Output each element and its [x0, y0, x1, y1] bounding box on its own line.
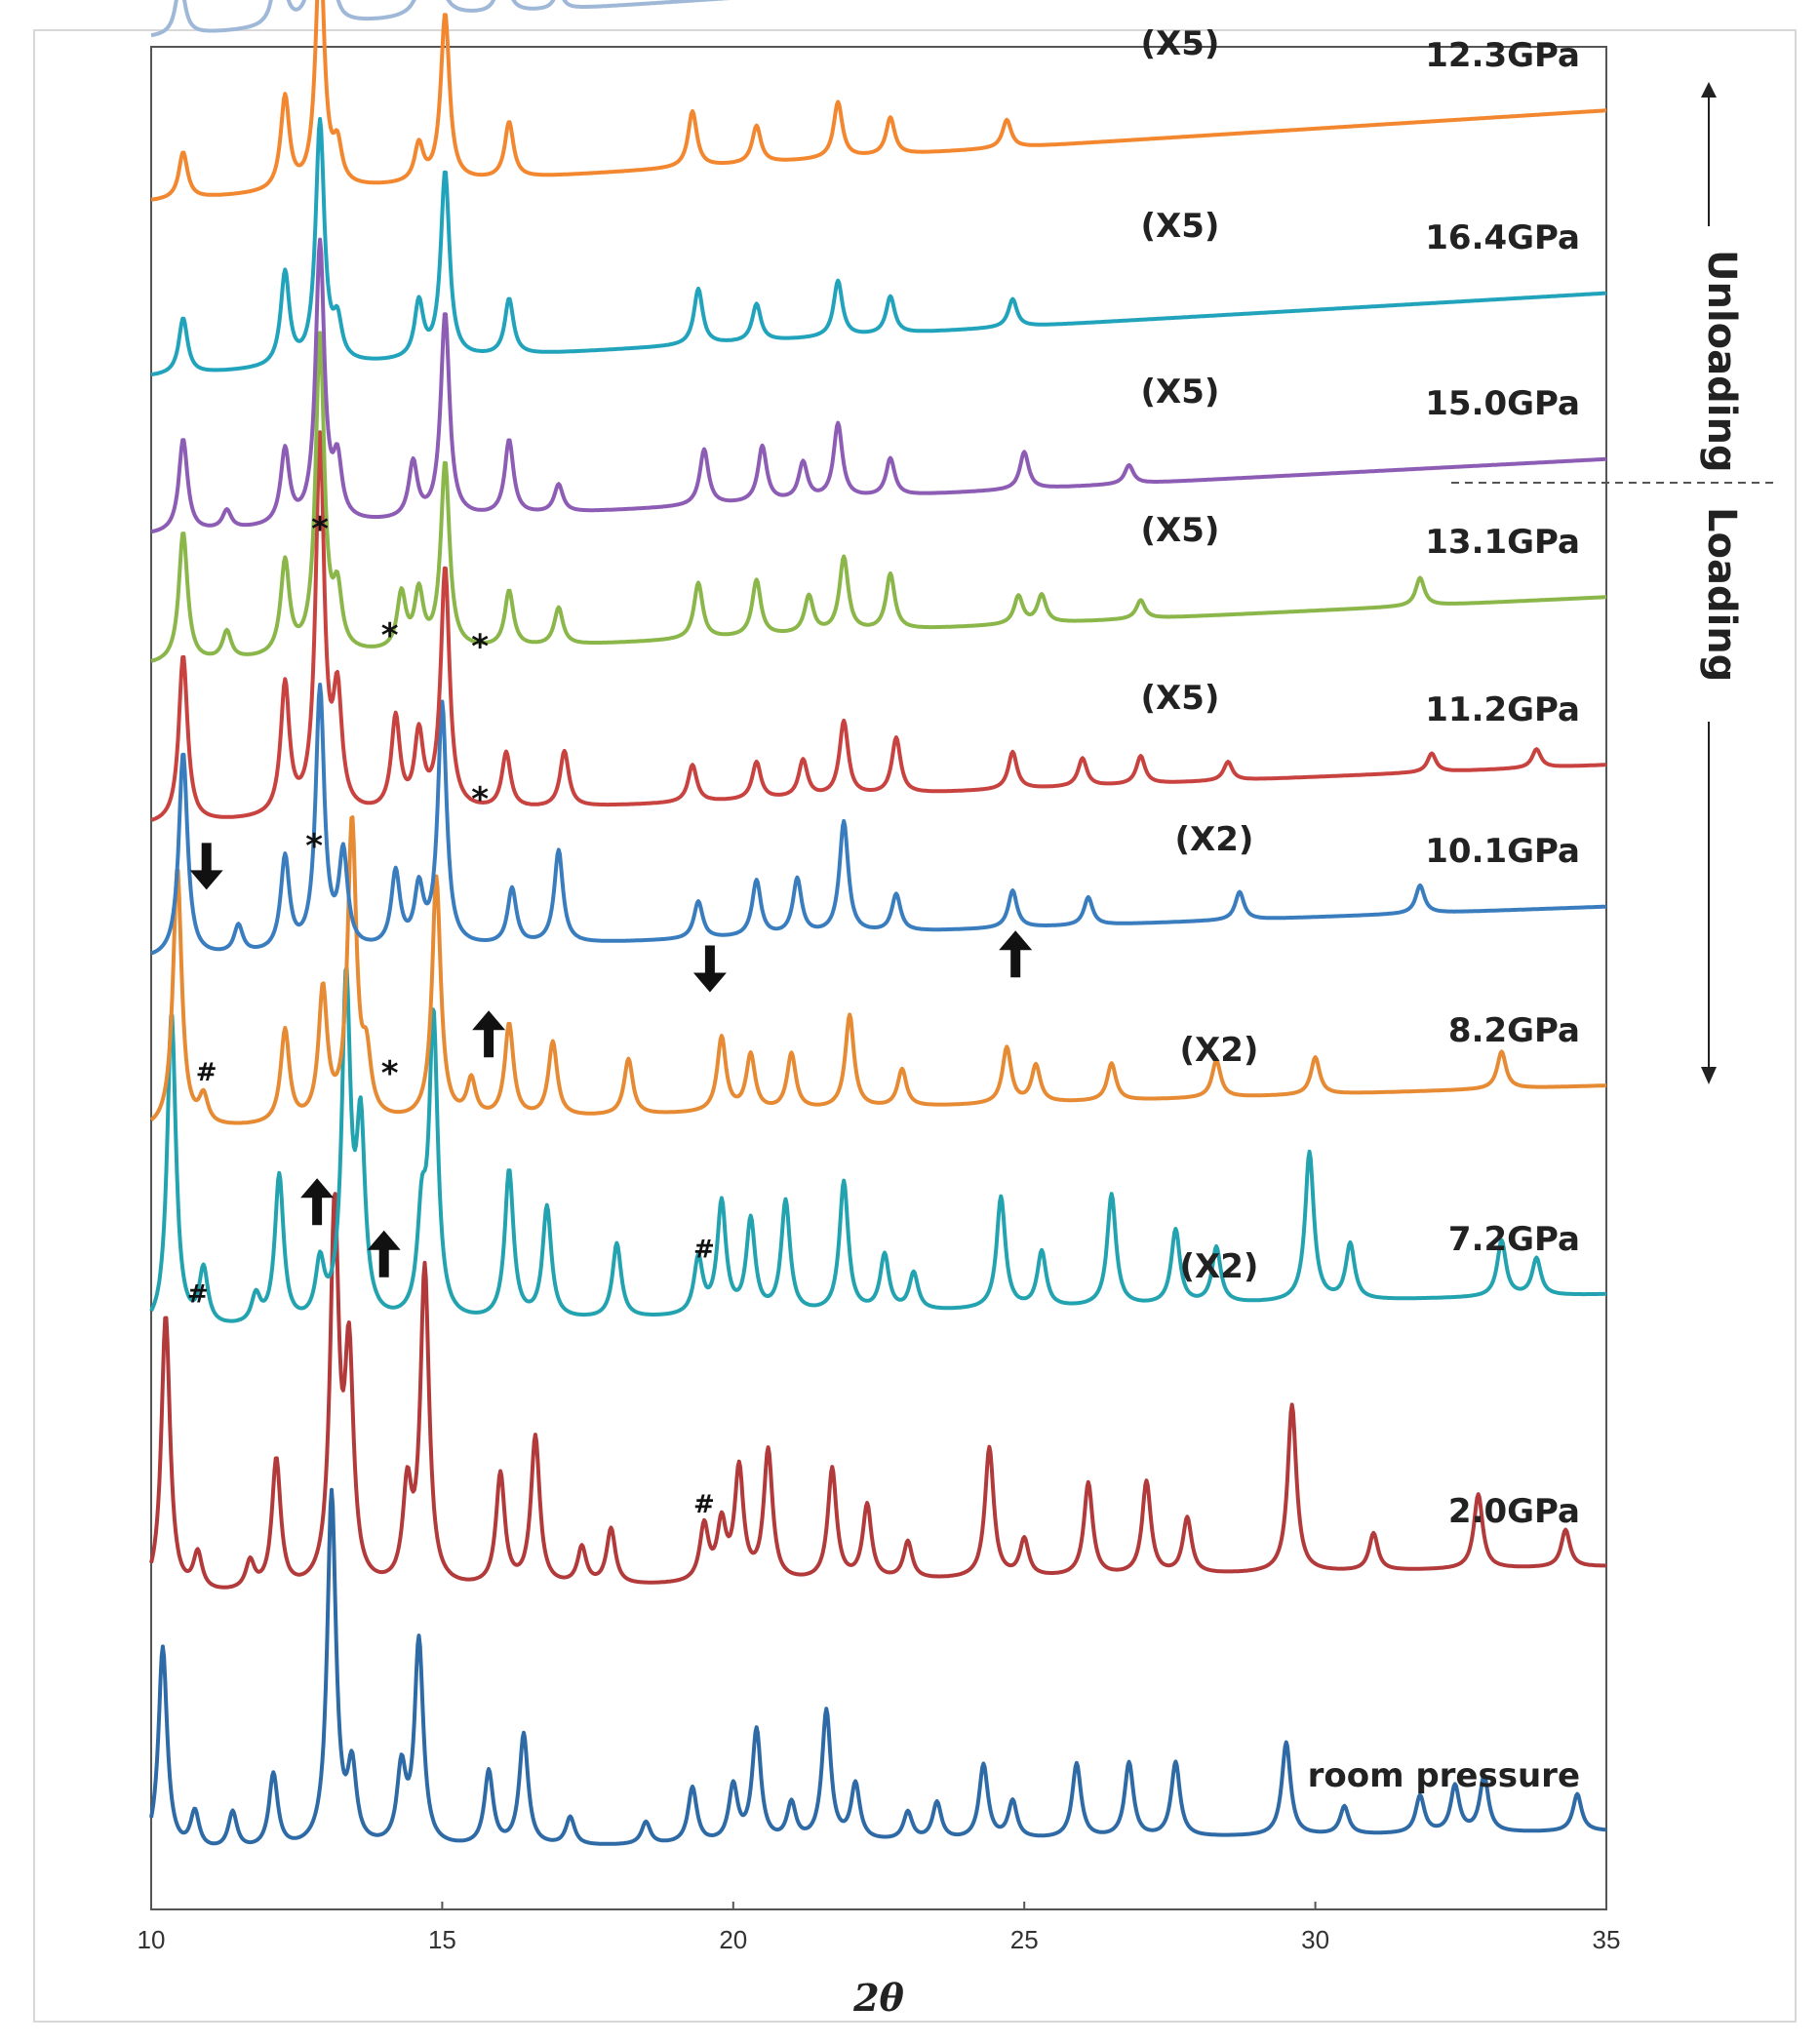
marker-1: *	[381, 616, 399, 655]
series-label-9: 12.3GPa	[1425, 36, 1580, 75]
marker-6: #	[196, 1058, 217, 1087]
series-line-2	[149, 965, 1607, 1323]
series-label-6: 13.1GPa	[1425, 523, 1580, 562]
loading-label: Loading	[1699, 507, 1744, 682]
x-tick-label-5: 35	[1593, 1925, 1621, 1954]
series-label-7: 15.0GPa	[1425, 384, 1580, 423]
series-label-4: 10.1GPa	[1425, 832, 1580, 871]
series-scale-2: (X2)	[1180, 1247, 1259, 1286]
series-scale-7: (X5)	[1141, 373, 1220, 412]
series-line-1	[149, 1192, 1607, 1590]
x-tick-label-2: 20	[719, 1925, 747, 1954]
x-tick-label-4: 30	[1301, 1925, 1329, 1954]
label-layer: room pressure 2.0GPa 7.2GPa (X2) 8.2GPa (X2) 1…	[1141, 24, 1580, 1795]
marker-0: *	[311, 510, 329, 549]
arrow-up-4	[300, 1178, 335, 1226]
series-label-3: 8.2GPa	[1448, 1011, 1580, 1050]
marker-9: #	[693, 1490, 715, 1519]
marker-8: #	[693, 1236, 715, 1265]
x-tick-label-0: 10	[138, 1925, 166, 1954]
series-line-3	[149, 815, 1607, 1125]
series-line-5	[150, 430, 1607, 822]
arrow-down-0	[189, 843, 223, 890]
arrow-down-2	[692, 945, 727, 993]
x-axis-label: 2θ	[852, 1976, 904, 2020]
series-layer	[149, 0, 1607, 1846]
series-line-6	[150, 331, 1607, 663]
marker-2: *	[471, 627, 489, 666]
marker-3: *	[471, 780, 489, 819]
marker-5: *	[381, 1054, 399, 1093]
series-scale-8: (X5)	[1141, 207, 1220, 246]
marker-7: #	[187, 1279, 209, 1309]
series-scale-3: (X2)	[1180, 1031, 1259, 1070]
arrow-up-3	[999, 930, 1033, 978]
series-line-10	[150, 0, 731, 38]
marker-4: *	[305, 827, 323, 866]
series-line-4	[150, 683, 1607, 956]
annotation-layer: * * * * * * # # # #	[187, 510, 1033, 1519]
series-label-8: 16.4GPa	[1425, 218, 1580, 257]
x-tick-label-1: 15	[428, 1925, 456, 1954]
unloading-arrowhead	[1701, 82, 1717, 98]
arrow-up-5	[367, 1230, 401, 1278]
figure-frame	[33, 29, 1797, 2023]
series-label-1: 2.0GPa	[1448, 1492, 1580, 1531]
series-line-0	[149, 1487, 1607, 1846]
x-tick-label-3: 25	[1010, 1925, 1039, 1954]
series-label-2: 7.2GPa	[1448, 1220, 1580, 1259]
series-line-7	[150, 237, 1607, 534]
x-axis: 10 15 20 25 30 35	[138, 1902, 1621, 1954]
series-line-9	[150, 0, 1607, 202]
series-line-8	[150, 117, 1607, 377]
unloading-label: Unloading	[1699, 250, 1744, 473]
series-label-5: 11.2GPa	[1425, 690, 1580, 729]
series-scale-9: (X5)	[1141, 24, 1220, 63]
plot-area	[150, 46, 1607, 1910]
series-scale-6: (X5)	[1141, 511, 1220, 550]
loading-arrowhead	[1701, 1067, 1717, 1084]
series-scale-5: (X5)	[1141, 679, 1220, 718]
series-scale-4: (X2)	[1175, 820, 1254, 859]
series-label-0: room pressure	[1308, 1756, 1580, 1795]
arrow-up-1	[472, 1010, 506, 1058]
